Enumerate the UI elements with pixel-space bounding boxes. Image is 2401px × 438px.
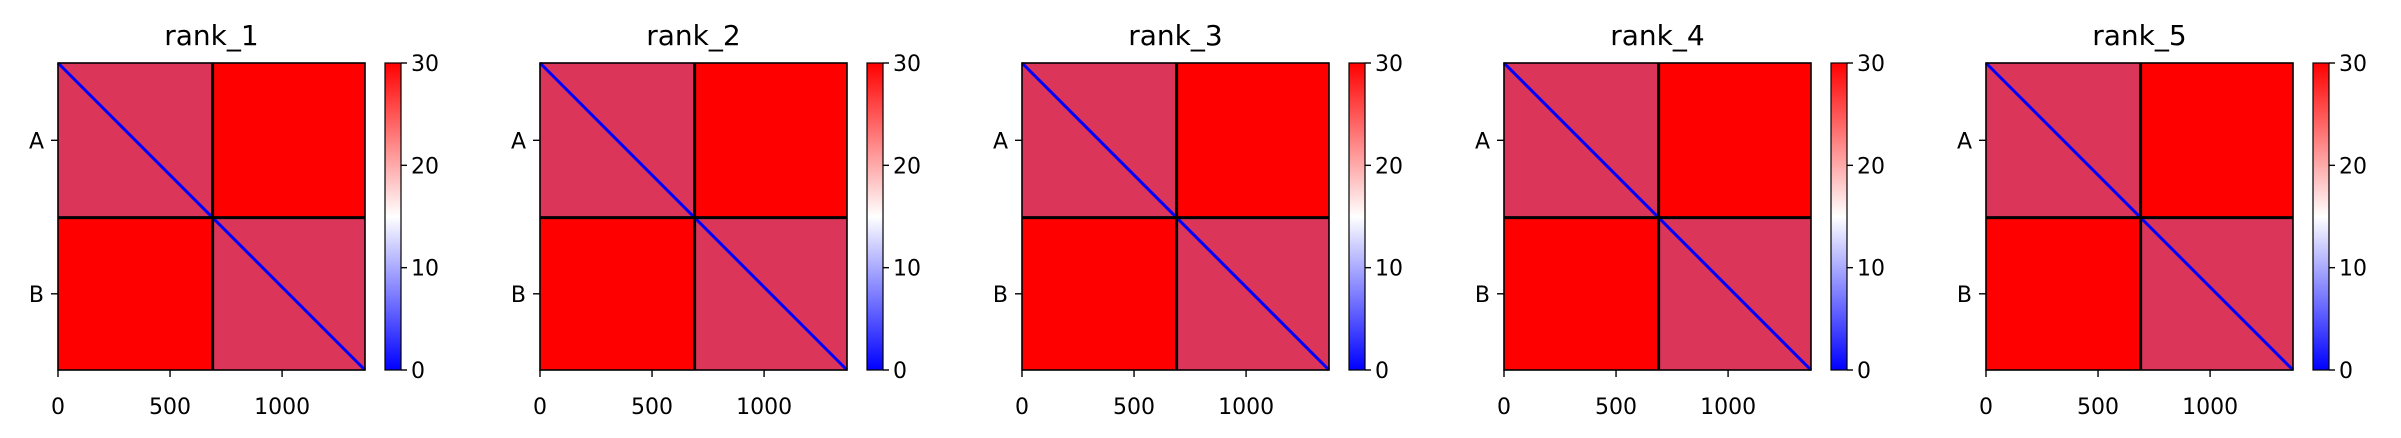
x-tick-label: 0 (51, 395, 65, 420)
x-tick-label: 1000 (736, 395, 792, 420)
axes-frame (1503, 62, 1812, 371)
colorbar-tick-label: 10 (2339, 257, 2367, 282)
colorbar-tick-label: 20 (1375, 154, 1403, 179)
heatmap-panel-1: rank_1 0 500 1000 A B 0 10 20 30 (29, 19, 439, 420)
axes-frame (57, 62, 366, 371)
x-tick-label: 500 (2077, 395, 2119, 420)
colorbar-tick-label: 30 (2339, 52, 2367, 77)
row-label: B (29, 283, 44, 308)
colorbar-tick-label: 30 (1375, 52, 1403, 77)
row-label: A (29, 129, 44, 154)
row-label: B (1957, 283, 1972, 308)
x-tick-label: 0 (533, 395, 547, 420)
row-label: A (1475, 129, 1490, 154)
colorbar (384, 62, 402, 371)
heatmap-panel-3: rank_3 0 500 1000 A B 0 10 20 30 (993, 19, 1403, 420)
row-label: B (511, 283, 526, 308)
panel-title: rank_5 (2092, 19, 2186, 52)
row-label: B (1475, 283, 1490, 308)
panel-title: rank_3 (1128, 19, 1222, 52)
colorbar-tick-label: 30 (411, 52, 439, 77)
colorbar-tick-label: 20 (411, 154, 439, 179)
colorbar-tick-label: 0 (893, 359, 907, 384)
colorbar-tick-label: 30 (893, 52, 921, 77)
colorbar (1348, 62, 1366, 371)
heatmap-panel-5: rank_5 0 500 1000 A B 0 10 20 30 (1957, 19, 2367, 420)
heatmap-panel-4: rank_4 0 500 1000 A B 0 10 20 30 (1475, 19, 1885, 420)
colorbar-tick-label: 20 (893, 154, 921, 179)
panel-title: rank_2 (646, 19, 740, 52)
x-tick-label: 500 (149, 395, 191, 420)
panel-title: rank_4 (1610, 19, 1704, 52)
axes-frame (1985, 62, 2294, 371)
colorbar (2312, 62, 2330, 371)
x-tick-label: 0 (1015, 395, 1029, 420)
axes-frame (1021, 62, 1330, 371)
x-tick-label: 1000 (2182, 395, 2238, 420)
x-tick-label: 500 (1113, 395, 1155, 420)
colorbar-tick-label: 20 (2339, 154, 2367, 179)
colorbar-tick-label: 10 (1375, 257, 1403, 282)
colorbar (866, 62, 884, 371)
colorbar-tick-label: 0 (411, 359, 425, 384)
colorbar-tick-label: 30 (1857, 52, 1885, 77)
panel-title: rank_1 (164, 19, 258, 52)
row-label: A (511, 129, 526, 154)
x-tick-label: 1000 (254, 395, 310, 420)
row-label: A (1957, 129, 1972, 154)
x-tick-label: 500 (1595, 395, 1637, 420)
colorbar-tick-label: 0 (1375, 359, 1389, 384)
colorbar-tick-label: 0 (1857, 359, 1871, 384)
x-tick-label: 1000 (1218, 395, 1274, 420)
axes-frame (539, 62, 848, 371)
colorbar-tick-label: 10 (1857, 257, 1885, 282)
x-tick-label: 0 (1979, 395, 1993, 420)
row-label: B (993, 283, 1008, 308)
colorbar-tick-label: 10 (893, 257, 921, 282)
colorbar-tick-label: 20 (1857, 154, 1885, 179)
colorbar-tick-label: 0 (2339, 359, 2353, 384)
heatmap-panel-2: rank_2 0 500 1000 A B 0 10 20 30 (511, 19, 921, 420)
colorbar-tick-label: 10 (411, 257, 439, 282)
colorbar (1830, 62, 1848, 371)
row-label: A (993, 129, 1008, 154)
x-tick-label: 0 (1497, 395, 1511, 420)
x-tick-label: 1000 (1700, 395, 1756, 420)
x-tick-label: 500 (631, 395, 673, 420)
